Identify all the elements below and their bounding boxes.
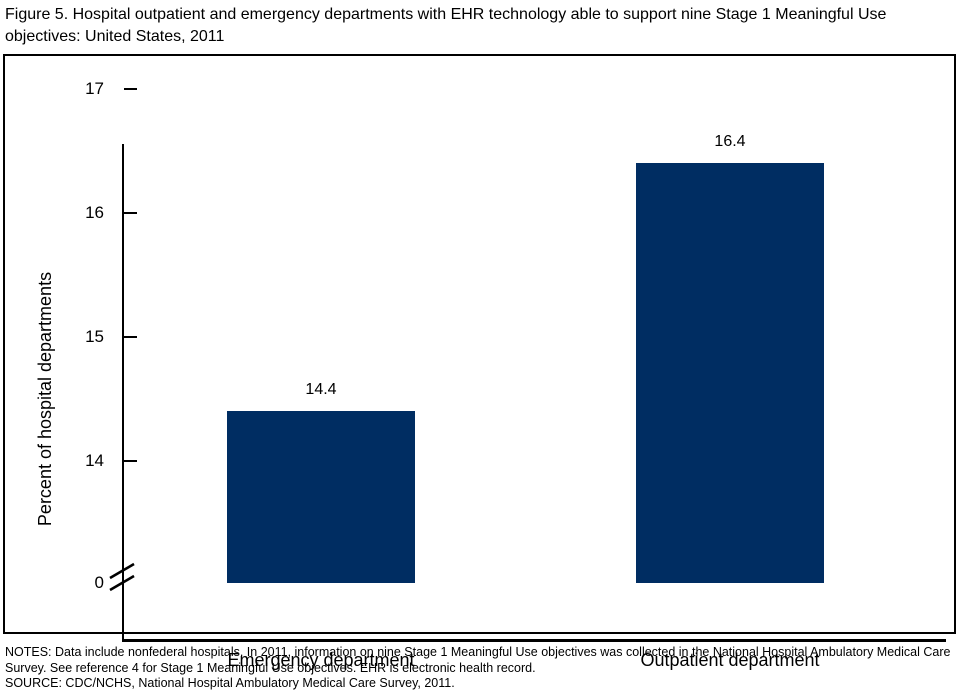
notes-text: NOTES: Data include nonfederal hospitals… (5, 645, 951, 675)
y-tick-mark-14 (124, 460, 137, 462)
chart-frame: Percent of hospital departments 17 16 15 14… (3, 54, 956, 670)
figure-title: Figure 5. Hospital outpatient and emerge… (5, 6, 887, 45)
bar-emergency-department (227, 411, 415, 583)
y-tick-mark-17 (124, 88, 137, 90)
y-tick-label-14: 14 (85, 451, 104, 470)
y-tick-label-17: 17 (85, 79, 104, 98)
x-axis-category-label-emergency-department: Emergency department (227, 650, 415, 670)
footnotes: NOTES: Data include nonfederal hospitals… (5, 645, 955, 692)
bar-outpatient-department (636, 163, 824, 583)
x-axis-category-label-outpatient-department: Outpatient department (640, 650, 820, 670)
y-axis-break-icon (109, 562, 135, 592)
y-tick-label-16: 16 (85, 203, 104, 222)
x-axis-line (122, 639, 946, 642)
source-text: SOURCE: CDC/NCHS, National Hospital Ambu… (5, 676, 455, 690)
bar-value-label-outpatient-department: 16.4 (714, 133, 746, 150)
y-axis-title: Percent of hospital departments (35, 271, 55, 527)
y-tick-label-0: 0 (94, 573, 104, 592)
y-tick-mark-15 (124, 336, 137, 338)
y-axis-line (122, 144, 124, 642)
y-tick-mark-16 (124, 212, 137, 214)
bar-value-label-emergency-department: 14.4 (305, 381, 337, 398)
y-tick-label-15: 15 (85, 327, 104, 346)
